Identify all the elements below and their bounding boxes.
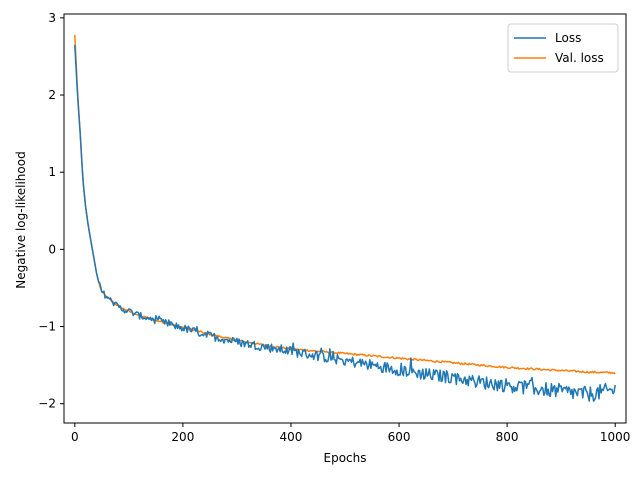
- y-tick-label: 2: [48, 88, 56, 102]
- y-tick-label: 1: [48, 165, 56, 179]
- x-tick-label: 800: [496, 430, 519, 444]
- x-tick-label: 0: [71, 430, 79, 444]
- x-tick-label: 600: [388, 430, 411, 444]
- plot-frame: [63, 13, 627, 424]
- y-tick-label: 3: [48, 11, 56, 25]
- y-tick-label: −1: [38, 320, 56, 334]
- y-axis-label: Negative log-likelihood: [14, 151, 28, 288]
- plot-lines: [74, 34, 616, 402]
- x-axis-label: Epochs: [324, 451, 367, 465]
- legend: Loss Val. loss: [507, 23, 619, 73]
- x-tick-label: 200: [171, 430, 194, 444]
- legend-label-val-loss: Val. loss: [555, 51, 604, 65]
- y-axis-ticks: −2 −1 0 1 2 3: [38, 11, 64, 411]
- x-axis-ticks: 0 200 400 600 800 1000: [71, 423, 630, 444]
- y-tick-label: 0: [48, 242, 56, 256]
- x-tick-label: 400: [280, 430, 303, 444]
- x-tick-label: 1000: [600, 430, 631, 444]
- y-tick-label: −2: [38, 397, 56, 411]
- series-line-loss: [74, 44, 616, 402]
- legend-label-loss: Loss: [555, 31, 581, 45]
- legend-box: [507, 23, 619, 73]
